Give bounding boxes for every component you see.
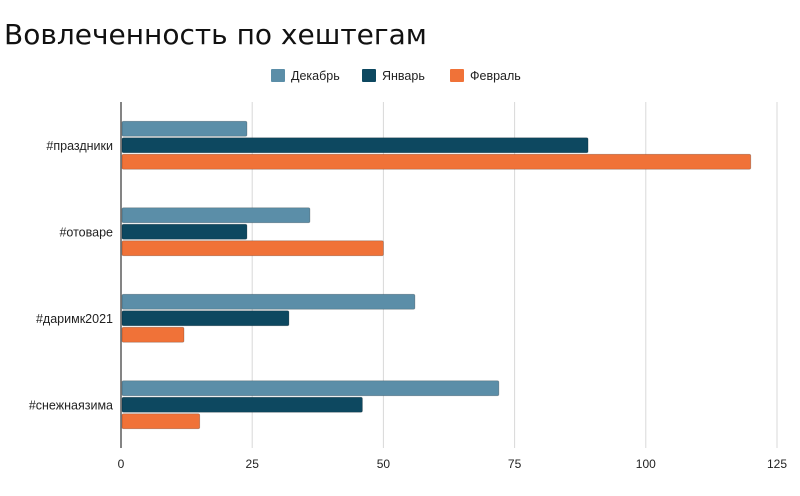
category-labels: #праздники #отоваре #даримк2021 #снежнаязим…: [29, 139, 113, 413]
legend-label: Декабрь: [291, 69, 340, 83]
bar: [121, 137, 589, 154]
bar: [121, 223, 248, 240]
category-label: #отоваре: [59, 225, 113, 239]
legend-label: Февраль: [470, 69, 521, 83]
category-label: #праздники: [46, 139, 113, 153]
bar: [121, 240, 384, 257]
bar: [121, 120, 248, 137]
bar: [121, 413, 201, 430]
legend-swatch: [450, 69, 464, 82]
x-tick-label: 25: [246, 457, 260, 471]
legend-swatch: [362, 69, 376, 82]
category-label: #снежнаязима: [29, 398, 113, 412]
legend-swatch: [271, 69, 285, 82]
bar: [121, 207, 311, 224]
bar: [121, 380, 500, 397]
x-tick-label: 0: [118, 457, 125, 471]
x-tick-label: 125: [767, 457, 787, 471]
legend: Декабрь Январь Февраль: [271, 69, 521, 83]
bar: [121, 293, 416, 310]
bar: [121, 153, 752, 170]
bars: [121, 120, 752, 430]
category-label: #даримк2021: [36, 312, 113, 326]
legend-label: Январь: [382, 69, 425, 83]
x-tick-label: 100: [636, 457, 656, 471]
x-tick-label: 75: [508, 457, 522, 471]
x-tick-label: 50: [377, 457, 391, 471]
x-tick-labels: 0 25 50 75 100 125: [118, 457, 788, 471]
bar: [121, 396, 363, 413]
chart-title: Вовлеченность по хештегам: [4, 18, 427, 51]
bar: [121, 310, 290, 327]
bar: [121, 326, 185, 343]
